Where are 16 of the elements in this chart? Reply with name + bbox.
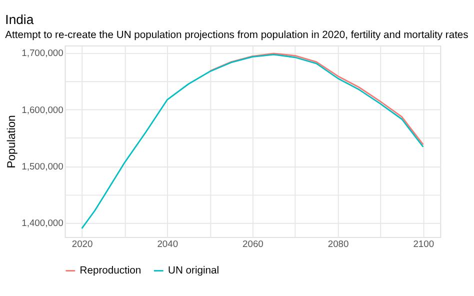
y-tick-label: 1,500,000 (22, 161, 64, 172)
chart-title: India (5, 12, 34, 27)
x-tick-label: 2060 (242, 238, 264, 249)
line-series (209, 52, 424, 146)
chart-subtitle: Attempt to re-create the UN population projections from population in 2020, fertility and mortality rates (5, 30, 468, 41)
y-axis-title: Population (6, 115, 18, 168)
y-tick-label: 1,600,000 (22, 104, 64, 115)
x-tick-label: 2080 (328, 238, 349, 249)
line-series (81, 54, 424, 230)
legend-label: Reproduction (80, 266, 142, 277)
x-tick-label: 2020 (72, 238, 93, 249)
y-tick-label: 1,400,000 (22, 218, 64, 228)
x-tick-label: 2040 (157, 238, 178, 249)
legend-label: UN original (168, 266, 220, 277)
y-tick-label: 1,700,000 (22, 48, 64, 58)
x-tick-label: 2100 (413, 238, 434, 249)
